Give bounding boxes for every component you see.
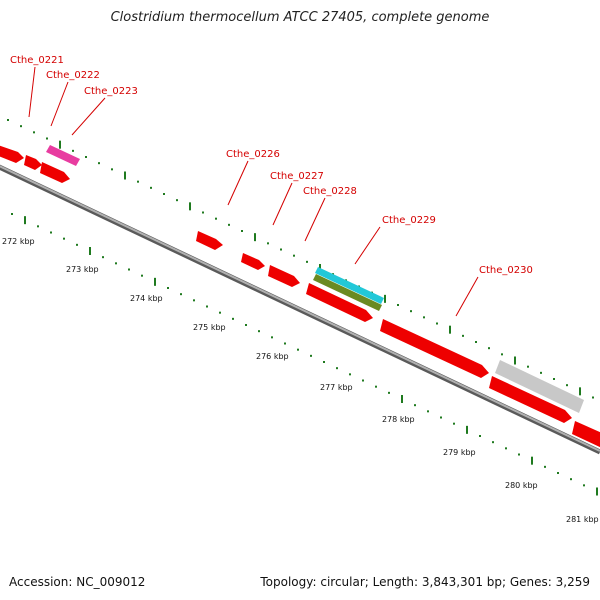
label-leader bbox=[455, 276, 479, 317]
genome-summary-text: Topology: circular; Length: 3,843,301 bp… bbox=[260, 575, 590, 589]
scale-label: 272 kbp bbox=[2, 237, 35, 246]
scale-label: 276 kbp bbox=[256, 352, 289, 361]
label-leader bbox=[354, 226, 381, 265]
label-leader bbox=[304, 197, 326, 242]
gene-box[interactable] bbox=[315, 267, 384, 304]
gene-label[interactable]: Cthe_0222 bbox=[46, 70, 100, 81]
gene-label[interactable]: Cthe_0230 bbox=[479, 265, 533, 276]
scale-labels: 272 kbp 273 kbp 274 kbp 275 kbp 276 kbp 277 k… bbox=[2, 237, 599, 524]
gene-arrow[interactable] bbox=[380, 319, 489, 378]
gene-label[interactable]: Cthe_0223 bbox=[84, 86, 138, 97]
scale-label: 277 kbp bbox=[320, 383, 353, 392]
scale-label: 279 kbp bbox=[443, 448, 476, 457]
gene-arrow[interactable] bbox=[40, 162, 70, 183]
gene-arrow[interactable] bbox=[241, 253, 265, 270]
outer-tick-ring bbox=[7, 119, 594, 399]
backbone-highlight bbox=[0, 165, 600, 452]
gene-arrow[interactable] bbox=[306, 283, 373, 322]
backbone bbox=[0, 164, 600, 455]
gene-label[interactable]: Cthe_0229 bbox=[382, 215, 436, 226]
gene-box[interactable] bbox=[495, 360, 584, 413]
gene-box[interactable] bbox=[313, 274, 382, 311]
label-leader bbox=[272, 182, 293, 226]
gene-label-lines bbox=[28, 66, 479, 317]
map-title: Clostridium thermocellum ATCC 27405, com… bbox=[110, 10, 490, 25]
gene-label[interactable]: Cthe_0227 bbox=[270, 171, 324, 182]
label-leader bbox=[28, 66, 36, 118]
scale-label: 281 kbp bbox=[566, 515, 599, 524]
gene-labels: Cthe_0221 Cthe_0222 Cthe_0223 Cthe_0226 Cthe… bbox=[10, 55, 533, 276]
label-leader bbox=[50, 81, 69, 127]
scale-label: 274 kbp bbox=[130, 294, 163, 303]
scale-label: 273 kbp bbox=[66, 265, 99, 274]
accession-text: Accession: NC_009012 bbox=[9, 575, 146, 589]
gene-box[interactable] bbox=[46, 145, 80, 166]
gene-arrow[interactable] bbox=[268, 265, 300, 287]
scale-label: 278 kbp bbox=[382, 415, 415, 424]
gene-features bbox=[0, 145, 600, 448]
label-leader bbox=[71, 97, 106, 136]
gene-label[interactable]: Cthe_0221 bbox=[10, 55, 64, 66]
scale-label: 275 kbp bbox=[193, 323, 226, 332]
inner-tick-ring bbox=[11, 213, 598, 496]
gene-arrow[interactable] bbox=[196, 231, 223, 250]
gene-label[interactable]: Cthe_0228 bbox=[303, 186, 357, 197]
gene-arrow[interactable] bbox=[489, 376, 572, 423]
gene-arrow[interactable] bbox=[24, 155, 42, 170]
label-leader bbox=[227, 160, 249, 206]
gene-label[interactable]: Cthe_0226 bbox=[226, 149, 280, 160]
scale-label: 280 kbp bbox=[505, 481, 538, 490]
gene-arrow[interactable] bbox=[0, 145, 24, 163]
gene-arrow[interactable] bbox=[572, 421, 600, 448]
